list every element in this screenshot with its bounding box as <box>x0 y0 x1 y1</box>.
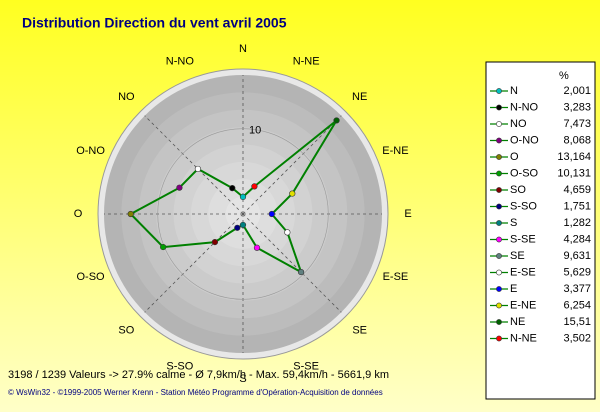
legend-marker <box>496 335 502 342</box>
legend-marker <box>496 187 502 193</box>
legend-marker <box>496 236 502 243</box>
legend-label: SE <box>510 250 525 262</box>
legend-label: N-NO <box>510 101 539 113</box>
legend-marker <box>496 137 502 144</box>
angle-label: E-SE <box>383 271 409 283</box>
radar-point <box>160 243 167 251</box>
chart-title: Distribution Direction du vent avril 200… <box>22 15 287 31</box>
angle-label: N-NO <box>166 55 195 67</box>
radar-point <box>176 184 183 191</box>
spoke <box>144 115 244 215</box>
angle-label: S <box>239 373 246 385</box>
legend-label: S-SO <box>510 200 537 212</box>
radar-point <box>253 244 261 251</box>
legend-marker <box>496 154 502 160</box>
angle-label: S-SO <box>166 360 193 372</box>
spoke <box>144 213 244 313</box>
legend-value: 1,751 <box>563 200 591 212</box>
angle-label: N <box>239 43 247 55</box>
spoke <box>242 213 342 313</box>
radar-point <box>229 185 236 192</box>
legend-label: S-SE <box>510 233 536 245</box>
legend-label: O-NO <box>510 134 539 146</box>
footer: 3198 / 1239 Valeurs -> 27.9% calme - Ø 7… <box>8 369 389 381</box>
angle-label: N-NE <box>293 55 320 67</box>
legend-marker <box>496 302 502 309</box>
angle-label: O <box>74 208 83 220</box>
legend-value: 3,377 <box>563 283 591 295</box>
legend-value: 9,631 <box>563 250 591 262</box>
legend-label: O-SO <box>510 167 539 179</box>
legend-value: 8,068 <box>563 134 591 146</box>
radar-point <box>289 190 296 197</box>
angle-label: O-NO <box>76 145 105 157</box>
legend-label: E-NE <box>510 299 536 311</box>
legend-value: 4,659 <box>563 184 591 196</box>
legend-value: 6,254 <box>563 299 591 311</box>
credit: © WsWin32 - ©1999-2005 Werner Krenn - St… <box>8 388 383 397</box>
legend-box <box>485 61 596 400</box>
spoke <box>242 115 342 215</box>
angle-label: S-SE <box>293 360 319 372</box>
radar-point <box>297 268 305 276</box>
angle-label: SO <box>118 325 134 337</box>
legend-label: O <box>510 151 519 163</box>
legend-label: NE <box>510 316 525 328</box>
legend-marker <box>496 286 502 292</box>
legend-value: 3,283 <box>563 101 591 113</box>
legend-marker <box>496 220 502 226</box>
radar-point <box>127 210 134 218</box>
legend-value: 7,473 <box>563 118 591 130</box>
legend-value: 3,502 <box>563 332 591 344</box>
legend-label: S <box>510 217 517 229</box>
radar-point <box>333 117 340 124</box>
legend-marker <box>496 269 502 276</box>
legend-value: 10,131 <box>557 167 591 179</box>
radar-point <box>251 183 258 190</box>
legend-marker <box>496 253 502 259</box>
radar-point <box>284 229 291 236</box>
radar-point <box>194 165 202 173</box>
radar-point <box>268 210 275 218</box>
radar-point <box>239 221 247 229</box>
angle-label: SE <box>352 325 367 337</box>
angle-label: NO <box>118 91 135 103</box>
legend-title: % <box>559 70 569 82</box>
legend-marker <box>496 121 502 127</box>
legend-value: 5,629 <box>563 266 591 278</box>
legend-marker <box>496 88 502 94</box>
angle-label: E <box>404 208 411 220</box>
grid-ring <box>157 128 329 300</box>
angle-label: O-SO <box>76 271 105 283</box>
legend-label: E <box>510 283 517 295</box>
legend-marker <box>496 203 502 210</box>
angle-label: E-NE <box>382 145 408 157</box>
radar-point <box>211 238 219 246</box>
radar-point <box>234 224 241 231</box>
legend-value: 2,001 <box>563 85 591 97</box>
legend-label: NO <box>510 118 527 130</box>
legend-value: 15,51 <box>563 316 591 328</box>
legend-label: N-NE <box>510 332 537 344</box>
legend-label: N <box>510 85 518 97</box>
angle-label: NE <box>352 91 367 103</box>
legend-marker <box>496 319 502 325</box>
legend-value: 1,282 <box>563 217 591 229</box>
radar-point <box>239 193 247 201</box>
legend-value: 13,164 <box>557 151 591 163</box>
legend-label: E-SE <box>510 266 536 278</box>
legend-marker <box>496 104 502 111</box>
r-tick-label: 10 <box>249 125 261 137</box>
legend-marker <box>496 170 502 177</box>
legend-label: SO <box>510 184 526 196</box>
legend-value: 4,284 <box>563 233 591 245</box>
